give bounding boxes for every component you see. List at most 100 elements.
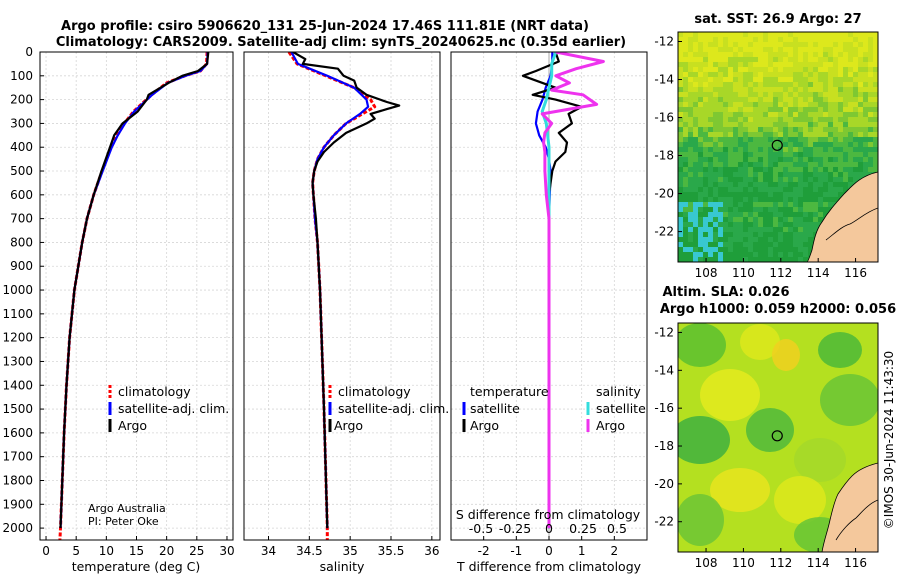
- sst-cell: [733, 57, 738, 62]
- sst-cell: [688, 187, 693, 192]
- sst-cell: [753, 217, 758, 222]
- sst-cell: [768, 147, 773, 152]
- sst-cell: [768, 97, 773, 102]
- sst-cell: [708, 217, 713, 222]
- sst-cell: [693, 187, 698, 192]
- sst-cell: [863, 152, 868, 157]
- sst-cell: [758, 152, 763, 157]
- sst-cell: [748, 132, 753, 137]
- sst-cell: [788, 247, 793, 252]
- sst-cell: [708, 202, 713, 207]
- sst-cell: [683, 237, 688, 242]
- sla-ticks: 108 110 112 114 116-12-14-16-18-20-22: [654, 325, 867, 570]
- sst-cell: [738, 247, 743, 252]
- sst-cell: [718, 67, 723, 72]
- sst-cell: [753, 167, 758, 172]
- sst-cell: [788, 137, 793, 142]
- sst-cell: [833, 142, 838, 147]
- sst-cell: [783, 42, 788, 47]
- sst-cell: [743, 157, 748, 162]
- sst-cell: [728, 32, 733, 37]
- sst-cell: [843, 117, 848, 122]
- sst-cell: [693, 77, 698, 82]
- sst-cell: [688, 67, 693, 72]
- sst-cell: [748, 252, 753, 257]
- sst-cell: [808, 87, 813, 92]
- sst-cell: [793, 37, 798, 42]
- sst-cell: [833, 77, 838, 82]
- sst-cell: [723, 167, 728, 172]
- sst-cell: [738, 67, 743, 72]
- sst-cell: [763, 202, 768, 207]
- sst-cell: [718, 222, 723, 227]
- sst-cell: [683, 192, 688, 197]
- sst-cell: [738, 92, 743, 97]
- sst-cell: [803, 207, 808, 212]
- sst-cell: [808, 197, 813, 202]
- sst-cell: [703, 52, 708, 57]
- sst-cell: [688, 72, 693, 77]
- sst-cell: [753, 252, 758, 257]
- sst-cell: [778, 232, 783, 237]
- sst-cell: [778, 117, 783, 122]
- sst-cell: [753, 212, 758, 217]
- sst-cell: [698, 67, 703, 72]
- sst-cell: [678, 172, 683, 177]
- sst-cell: [853, 157, 858, 162]
- sst-cell: [848, 72, 853, 77]
- sst-cell: [758, 127, 763, 132]
- sst-cell: [698, 87, 703, 92]
- sst-cell: [788, 172, 793, 177]
- sst-cell: [728, 217, 733, 222]
- sst-cell: [743, 117, 748, 122]
- sst-cell: [723, 247, 728, 252]
- sst-cell: [753, 172, 758, 177]
- sst-cell: [798, 222, 803, 227]
- sst-cell: [743, 67, 748, 72]
- sst-cell: [778, 162, 783, 167]
- sst-cell: [783, 32, 788, 37]
- sst-cell: [698, 122, 703, 127]
- sst-cell: [723, 172, 728, 177]
- sst-cell: [793, 137, 798, 142]
- salinity-legend: climatology satellite-adj. clim. Argo: [328, 384, 449, 433]
- sst-cell: [693, 67, 698, 72]
- sst-cell: [768, 187, 773, 192]
- sst-cell: [783, 142, 788, 147]
- sst-cell: [708, 117, 713, 122]
- sst-cell: [733, 212, 738, 217]
- sst-cell: [873, 37, 878, 42]
- sst-cell: [828, 162, 833, 167]
- sst-cell: [748, 147, 753, 152]
- sst-cell: [853, 127, 858, 132]
- sst-cell: [713, 132, 718, 137]
- sla-bathymetry-contour: [835, 499, 878, 541]
- sst-cell: [768, 42, 773, 47]
- sst-cell: [718, 107, 723, 112]
- sst-cell: [753, 192, 758, 197]
- sst-cell: [778, 72, 783, 77]
- sst-cell: [693, 152, 698, 157]
- sst-cell: [743, 232, 748, 237]
- sst-cell: [758, 62, 763, 67]
- sst-cell: [768, 92, 773, 97]
- sst-cell: [743, 127, 748, 132]
- sst-cell: [833, 187, 838, 192]
- sst-cell: [798, 42, 803, 47]
- sst-cell: [743, 202, 748, 207]
- sst-cell: [698, 72, 703, 77]
- sst-cell: [828, 132, 833, 137]
- sst-cell: [723, 137, 728, 142]
- sst-cell: [783, 222, 788, 227]
- sst-cell: [868, 92, 873, 97]
- sst-cell: [773, 162, 778, 167]
- sst-cell: [693, 102, 698, 107]
- sst-cell: [843, 52, 848, 57]
- sst-cell: [738, 257, 743, 262]
- sst-cell: [783, 97, 788, 102]
- sst-cell: [833, 192, 838, 197]
- sst-cell: [703, 82, 708, 87]
- sst-cell: [793, 237, 798, 242]
- sst-cell: [773, 72, 778, 77]
- sst-ticks: 108 110 112 114 116-12-14-16-18-20-22: [654, 35, 867, 280]
